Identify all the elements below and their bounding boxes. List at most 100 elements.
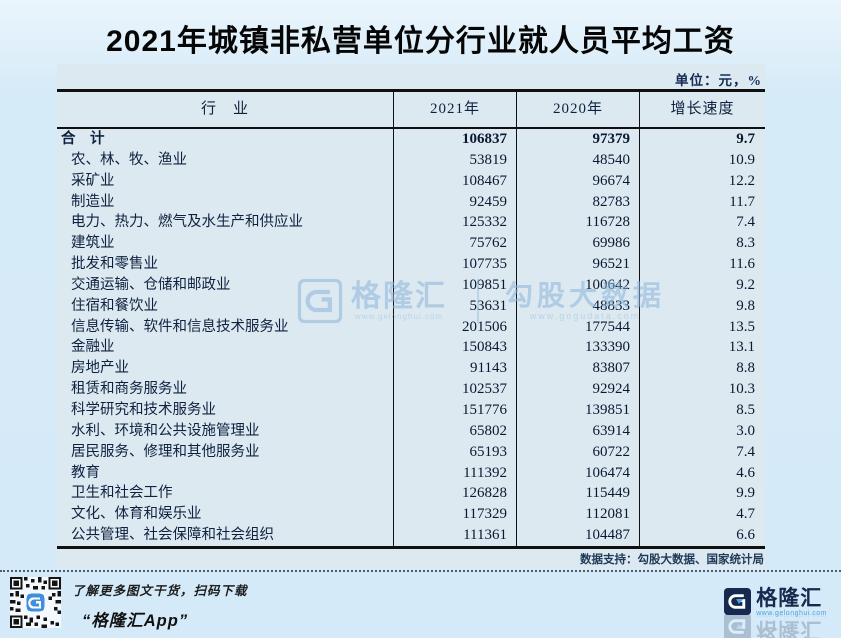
gelonghui-g-icon-reflection — [724, 613, 752, 638]
table-row: 建筑业 75762 69986 8.3 — [57, 233, 765, 255]
value-2020-cell: 60722 — [516, 441, 639, 463]
table-body: 合 计 106837 97379 9.7 农、林、牧、渔业 53819 48540 10.9 采… — [57, 129, 765, 546]
table-row: 科学研究和技术服务业 151776 139851 8.5 — [57, 399, 765, 421]
col-header-growth: 增长速度 — [639, 92, 765, 127]
value-2020-cell: 104487 — [516, 525, 639, 546]
source-note: 数据支持：勾股大数据、国家统计局 — [580, 554, 764, 566]
industry-cell: 批发和零售业 — [71, 256, 158, 273]
value-2020-cell: 139851 — [516, 399, 639, 421]
value-2020-cell: 112081 — [516, 504, 639, 526]
table-row: 采矿业 108467 96674 12.2 — [57, 170, 765, 192]
industry-cell: 农、林、牧、渔业 — [71, 151, 187, 168]
table-row: 租赁和商务服务业 102537 92924 10.3 — [57, 379, 765, 400]
value-2020-cell: 82783 — [516, 191, 639, 213]
value-2020-cell: 63914 — [516, 420, 639, 442]
gelonghui-g-icon — [724, 588, 752, 615]
industry-cell: 房地产业 — [71, 360, 129, 377]
table-row: 电力、热力、燃气及水生产和供应业 125332 116728 7.4 — [57, 212, 765, 234]
value-2020-cell: 92924 — [516, 379, 639, 400]
industry-cell: 居民服务、修理和其他服务业 — [71, 443, 260, 460]
growth-cell: 11.6 — [639, 254, 765, 275]
value-2021-cell: 107735 — [393, 254, 516, 275]
value-2020-cell: 96674 — [516, 170, 639, 192]
value-2021-cell: 92459 — [393, 191, 516, 213]
value-2020-cell: 100642 — [516, 274, 639, 296]
industry-cell: 科学研究和技术服务业 — [71, 401, 216, 418]
value-2021-cell: 201506 — [393, 316, 516, 338]
app-name: “格隆汇App” — [82, 612, 189, 630]
industry-cell: 卫生和社会工作 — [71, 485, 173, 502]
table-row: 住宿和餐饮业 53631 48833 9.8 — [57, 295, 765, 317]
value-2020-cell: 69986 — [516, 233, 639, 255]
value-2020-cell: 115449 — [516, 483, 639, 505]
growth-cell: 4.7 — [639, 504, 765, 526]
growth-cell: 12.2 — [639, 170, 765, 192]
table-row: 交通运输、仓储和邮政业 109851 100642 9.2 — [57, 274, 765, 296]
col-header-2020: 2020年 — [516, 92, 639, 127]
table-row: 批发和零售业 107735 96521 11.6 — [57, 254, 765, 275]
growth-cell: 10.9 — [639, 149, 765, 171]
value-2021-cell: 65193 — [393, 441, 516, 463]
growth-cell: 7.4 — [639, 441, 765, 463]
industry-cell: 租赁和商务服务业 — [71, 381, 187, 398]
footer-logo: 格隆汇 www.gelonghui.com 格隆汇 www.gelonghui.… — [724, 588, 827, 638]
value-2020-cell: 97379 — [516, 129, 639, 150]
value-2021-cell: 106837 — [393, 129, 516, 150]
value-2020-cell: 106474 — [516, 462, 639, 484]
value-2021-cell: 53819 — [393, 149, 516, 171]
growth-cell: 13.1 — [639, 337, 765, 359]
col-header-industry: 行 业 — [200, 101, 249, 117]
logo-lockup: 格隆汇 www.gelonghui.com — [724, 588, 827, 617]
growth-cell: 9.7 — [639, 129, 765, 150]
value-2021-cell: 75762 — [393, 233, 516, 255]
growth-cell: 6.6 — [639, 525, 765, 546]
value-2021-cell: 151776 — [393, 399, 516, 421]
value-2021-cell: 102537 — [393, 379, 516, 400]
growth-cell: 9.2 — [639, 274, 765, 296]
value-2021-cell: 126828 — [393, 483, 516, 505]
table-row: 房地产业 91143 83807 8.8 — [57, 358, 765, 380]
unit-note: 单位：元，% — [675, 73, 762, 88]
industry-cell: 文化、体育和娱乐业 — [71, 506, 202, 523]
table-row: 信息传输、软件和信息技术服务业 201506 177544 13.5 — [57, 316, 765, 338]
industry-cell: 采矿业 — [71, 172, 115, 189]
table-row: 金融业 150843 133390 13.1 — [57, 337, 765, 359]
growth-cell: 9.9 — [639, 483, 765, 505]
wage-table: 行 业 2021年 2020年 增长速度 合 计 106837 97379 9.7 农、… — [57, 89, 765, 549]
table-row: 教育 111392 106474 4.6 — [57, 462, 765, 484]
table-row: 文化、体育和娱乐业 117329 112081 4.7 — [57, 504, 765, 526]
industry-cell: 水利、环境和公共设施管理业 — [71, 422, 260, 439]
logo-text-block: 格隆汇 www.gelonghui.com — [756, 588, 827, 618]
growth-cell: 8.3 — [639, 233, 765, 255]
table-row: 水利、环境和公共设施管理业 65802 63914 3.0 — [57, 420, 765, 442]
footer-promo: 了解更多图文干货，扫码下载 “格隆汇App” — [72, 580, 248, 631]
value-2020-cell: 48540 — [516, 149, 639, 171]
growth-cell: 13.5 — [639, 316, 765, 338]
industry-cell: 金融业 — [71, 339, 115, 356]
industry-cell: 合 计 — [61, 131, 105, 147]
value-2020-cell: 96521 — [516, 254, 639, 275]
promo-line: 了解更多图文干货，扫码下载 — [72, 584, 248, 598]
table-row: 合 计 106837 97379 9.7 — [57, 129, 765, 150]
industry-cell: 制造业 — [71, 193, 115, 210]
page-title: 2021年城镇非私营单位分行业就人员平均工资 — [106, 25, 735, 58]
value-2020-cell: 83807 — [516, 358, 639, 380]
footer-divider — [0, 570, 841, 572]
value-2020-cell: 133390 — [516, 337, 639, 359]
value-2021-cell: 111361 — [393, 525, 516, 546]
industry-cell: 建筑业 — [71, 235, 115, 252]
value-2021-cell: 117329 — [393, 504, 516, 526]
value-2021-cell: 53631 — [393, 295, 516, 317]
table-header-row: 行 业 2021年 2020年 增长速度 — [57, 92, 765, 129]
table-row: 制造业 92459 82783 11.7 — [57, 191, 765, 213]
logo-url: www.gelonghui.com — [756, 610, 827, 617]
growth-cell: 8.8 — [639, 358, 765, 380]
value-2021-cell: 65802 — [393, 420, 516, 442]
growth-cell: 11.7 — [639, 191, 765, 213]
industry-cell: 电力、热力、燃气及水生产和供应业 — [71, 214, 303, 231]
industry-cell: 教育 — [71, 464, 100, 481]
growth-cell: 9.8 — [639, 295, 765, 317]
value-2020-cell: 177544 — [516, 316, 639, 338]
value-2020-cell: 116728 — [516, 212, 639, 234]
value-2021-cell: 109851 — [393, 274, 516, 296]
